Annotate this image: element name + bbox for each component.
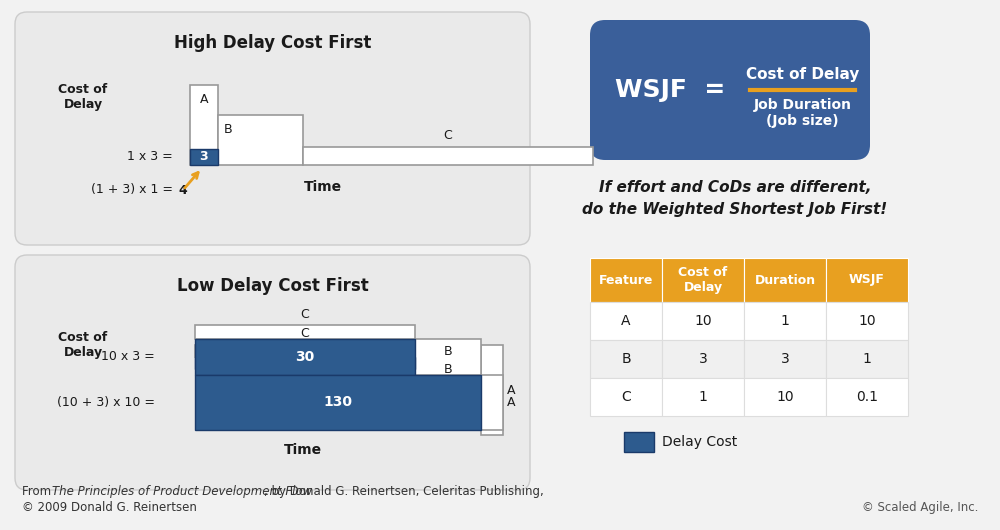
Text: , by Donald G. Reinertsen, Celeritas Publishing,: , by Donald G. Reinertsen, Celeritas Pub… [264,485,544,498]
Text: Low Delay Cost First: Low Delay Cost First [177,277,368,295]
Text: High Delay Cost First: High Delay Cost First [174,34,371,52]
Text: Cost of
Delay: Cost of Delay [678,266,728,294]
Text: B: B [444,363,452,376]
Text: WSJF: WSJF [849,273,885,287]
Bar [218,115,303,165]
Bar [826,340,908,378]
Bar [303,147,593,165]
Text: A: A [200,93,208,106]
Bar [662,378,744,416]
FancyBboxPatch shape [15,12,530,245]
Bar [590,340,662,378]
Bar [826,258,908,302]
Text: (10 + 3) x 10 =: (10 + 3) x 10 = [57,396,155,409]
Bar [195,375,481,430]
Text: 3: 3 [781,352,789,366]
Text: 1 x 3 =: 1 x 3 = [127,151,173,163]
Text: B: B [444,345,452,358]
Bar [590,302,662,340]
FancyBboxPatch shape [15,255,530,490]
Text: Time: Time [303,180,342,194]
Text: 3: 3 [200,151,208,163]
Text: Job Duration
(Job size): Job Duration (Job size) [754,98,852,128]
Text: C: C [301,308,309,321]
Text: B: B [224,123,233,136]
Text: A: A [507,396,516,409]
Text: If effort and CoDs are different,: If effort and CoDs are different, [599,180,871,195]
Bar [744,378,826,416]
Bar [195,345,415,357]
Bar [415,345,481,381]
Bar [481,375,503,430]
Text: 10 x 3 =: 10 x 3 = [101,350,155,364]
Bar [744,258,826,302]
Text: 3: 3 [699,352,707,366]
Text: C: C [444,129,452,142]
Text: 30: 30 [295,350,315,364]
Text: Cost of
Delay: Cost of Delay [58,83,108,111]
Text: 1: 1 [781,314,789,328]
Text: © Scaled Agile, Inc.: © Scaled Agile, Inc. [862,501,978,514]
Text: C: C [621,390,631,404]
Text: From: From [22,485,55,498]
Text: Time: Time [283,443,322,457]
Text: 0.1: 0.1 [856,390,878,404]
Text: 1: 1 [863,352,871,366]
Bar [624,432,654,452]
Bar [415,339,481,375]
Bar [481,345,503,435]
Text: The Principles of Product Development Flow: The Principles of Product Development Fl… [52,485,312,498]
FancyBboxPatch shape [590,20,870,160]
Text: WSJF  =: WSJF = [615,78,725,102]
Text: © 2009 Donald G. Reinertsen: © 2009 Donald G. Reinertsen [22,501,197,514]
Text: 10: 10 [694,314,712,328]
Text: 4: 4 [178,183,187,197]
Bar [195,339,415,375]
Text: Cost of
Delay: Cost of Delay [58,331,108,359]
Bar [195,325,415,339]
Text: Feature: Feature [599,273,653,287]
Text: 10: 10 [776,390,794,404]
Text: do the Weighted Shortest Job First!: do the Weighted Shortest Job First! [582,202,888,217]
Text: Cost of Delay: Cost of Delay [746,67,859,82]
Bar [826,302,908,340]
Bar [190,149,218,165]
Text: B: B [621,352,631,366]
Text: A: A [507,384,516,396]
Bar [590,378,662,416]
Text: (1 + 3) x 1 =: (1 + 3) x 1 = [91,183,173,197]
Bar [195,357,415,369]
Bar [744,340,826,378]
Text: 10: 10 [858,314,876,328]
Bar [744,302,826,340]
Bar [190,85,218,165]
Text: 130: 130 [324,395,352,410]
Text: C: C [301,327,309,340]
Text: A: A [621,314,631,328]
Bar [590,258,662,302]
Text: 1: 1 [699,390,707,404]
Bar [826,378,908,416]
Text: Delay Cost: Delay Cost [662,435,737,449]
Bar [662,302,744,340]
Text: Duration: Duration [754,273,816,287]
Bar [662,258,744,302]
Bar [662,340,744,378]
